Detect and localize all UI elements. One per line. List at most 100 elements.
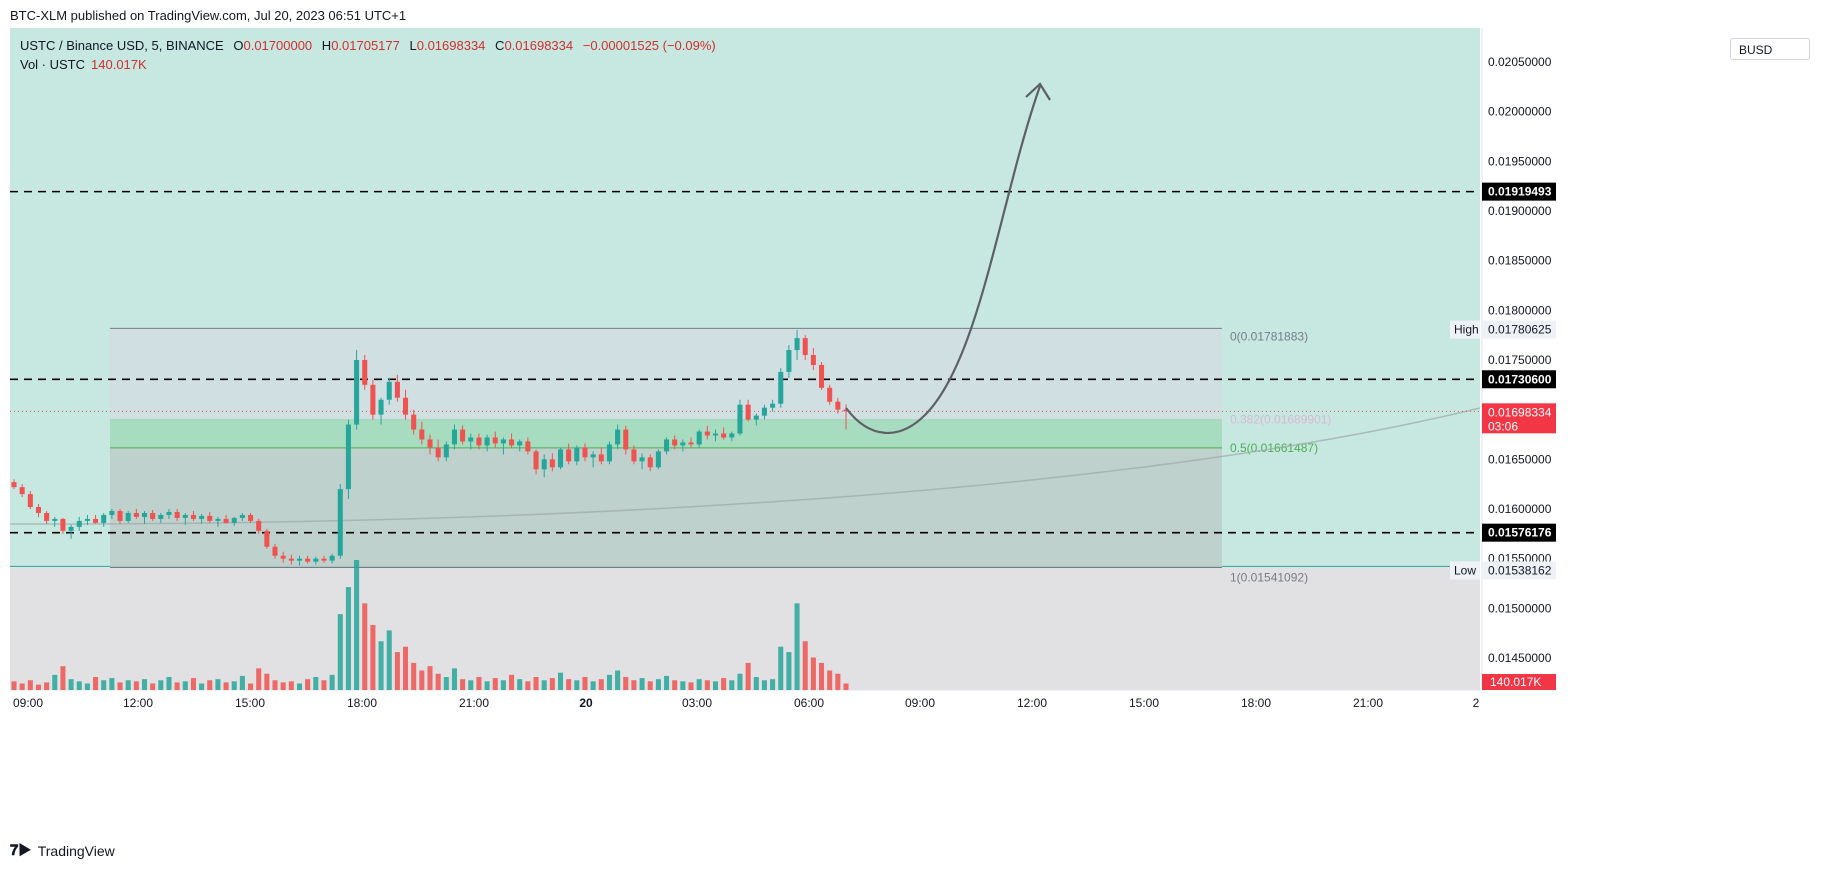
x-tick-label: 21:00: [1353, 696, 1383, 710]
candle-body: [590, 454, 596, 458]
projection-arrow-path: [845, 85, 1042, 435]
volume-bar: [737, 673, 743, 690]
candle-body: [712, 433, 719, 436]
currency-selector[interactable]: BUSD: [1730, 38, 1810, 60]
candle-body: [199, 515, 205, 519]
volume-bar: [44, 682, 50, 690]
volume-bar: [525, 681, 531, 690]
currency-label: BUSD: [1739, 43, 1773, 57]
tradingview-logo-icon[interactable]: 𝟕▶: [10, 842, 32, 859]
volume-bar: [427, 666, 433, 690]
candle-body: [802, 338, 808, 356]
y-tick-label: 0.02050000: [1488, 55, 1552, 69]
high-value: 0.01780625: [1488, 323, 1552, 337]
volume-bar: [810, 657, 816, 690]
candle-body: [500, 439, 506, 444]
candle-body: [141, 512, 148, 517]
candle-body: [256, 520, 262, 531]
volume-bar: [288, 681, 294, 690]
volume-bar: [476, 677, 482, 690]
y-tick-label: 0.01750000: [1488, 353, 1552, 367]
volume-bar: [280, 682, 286, 690]
candle-body: [819, 364, 825, 388]
volume-bar: [533, 677, 539, 690]
candle-body: [655, 451, 661, 468]
candle-body: [166, 511, 172, 515]
volume-bar: [549, 678, 555, 690]
volume-bar: [125, 680, 131, 690]
candle-body: [158, 514, 164, 519]
candle-body: [378, 399, 384, 415]
candle-body: [639, 457, 645, 462]
level-label: 0.01576176: [1488, 526, 1552, 540]
candle-body: [582, 447, 588, 458]
volume-bar: [386, 630, 392, 690]
footer-brand[interactable]: TradingView: [37, 842, 115, 859]
x-tick-label: 2: [1473, 696, 1480, 710]
volume-bar: [557, 672, 564, 690]
symbol-title[interactable]: USTC / Binance USD, 5, BINANCE: [20, 38, 224, 53]
volume-bar: [354, 560, 360, 690]
close-label: C: [495, 38, 505, 53]
volume-bar: [819, 662, 825, 690]
level-label-bg: [1482, 523, 1556, 542]
candle-body: [190, 514, 196, 519]
high-tag-bg: [1450, 320, 1480, 339]
volume-bar: [435, 673, 441, 690]
y-tick-label: 0.01600000: [1488, 502, 1552, 516]
level-label: 0.01919493: [1488, 185, 1552, 199]
candle-body: [786, 350, 792, 372]
volume-bar: [207, 680, 213, 690]
candle-body: [721, 433, 727, 438]
x-tick-label: 12:00: [123, 696, 153, 710]
candle-body: [248, 514, 254, 521]
volume-bar: [729, 680, 735, 690]
candle-body: [484, 437, 490, 446]
candle-body: [19, 487, 25, 495]
volume-bar: [52, 674, 58, 690]
candle-body: [52, 518, 58, 521]
volume-last-label: 140.017K: [1490, 675, 1541, 689]
volume-bar: [500, 680, 506, 690]
candle-body: [133, 512, 139, 517]
volume-bar: [835, 673, 841, 690]
y-tick-label: 0.01850000: [1488, 254, 1552, 268]
volume-bar: [827, 670, 833, 690]
volume-label[interactable]: Vol · USTC: [20, 57, 86, 72]
candle-body: [403, 397, 409, 415]
candle-body: [451, 429, 457, 445]
close-value: 0.01698334: [504, 38, 574, 53]
low-tag: Low: [1454, 563, 1476, 577]
volume-bar: [696, 679, 702, 690]
fib-label: 0.382(0.01689901): [1230, 413, 1331, 427]
candle-body: [623, 429, 629, 450]
volume-bar: [231, 681, 237, 690]
volume-bar: [590, 681, 596, 690]
candle-body: [509, 439, 515, 446]
candle-body: [394, 381, 400, 398]
fib-label: 1(0.01541092): [1230, 571, 1308, 585]
volume-bar: [745, 662, 751, 690]
candle-body: [810, 355, 816, 365]
symbol-legend: USTC / Binance USD, 5, BINANCE O0.017000…: [20, 38, 716, 53]
fib-zone-top: [110, 328, 1222, 420]
candle-body: [753, 415, 759, 420]
volume-bar: [174, 682, 180, 690]
volume-bar: [778, 646, 784, 690]
volume-bar: [378, 641, 384, 690]
volume-bar: [517, 679, 523, 690]
candle-body: [109, 510, 115, 515]
y-tick-label: 0.01900000: [1488, 204, 1552, 218]
volume-bar: [362, 603, 368, 690]
candle-body: [761, 407, 767, 416]
volume-bar: [623, 677, 629, 690]
volume-bar: [639, 678, 645, 690]
candle-body: [664, 439, 670, 452]
candle-body: [492, 437, 498, 444]
volume-bar: [492, 678, 498, 690]
volume-bar: [11, 681, 17, 690]
candle-body: [443, 444, 449, 458]
volume-legend: Vol · USTC 140.017K: [20, 57, 147, 72]
volume-bar: [150, 683, 156, 690]
